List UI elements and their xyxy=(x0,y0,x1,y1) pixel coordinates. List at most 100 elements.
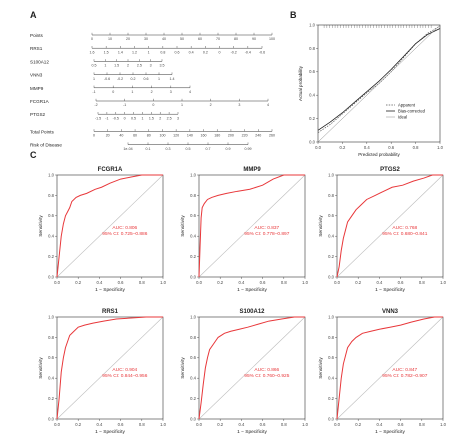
roc-title: RRS1 xyxy=(102,309,119,315)
roc-frame xyxy=(198,174,306,278)
roc-x-tick-label: 0.6 xyxy=(260,422,266,427)
roc-x-tick-label: 0.8 xyxy=(139,422,145,427)
roc-x-tick-label: 1.0 xyxy=(440,422,446,427)
roc-title: S100A12 xyxy=(239,309,265,315)
nomogram-tick-label: 40 xyxy=(119,134,123,138)
nomogram-row-label: MMP9 xyxy=(30,86,44,91)
roc-reference-diagonal xyxy=(336,174,444,278)
roc-x-tick-label: 0.4 xyxy=(238,422,244,427)
roc-frame xyxy=(336,174,444,278)
nomogram-tick-label: 70 xyxy=(216,37,220,41)
nomogram-tick-label: 0.2 xyxy=(131,77,136,81)
calibration-x-tick-label: 0.4 xyxy=(364,145,370,150)
nomogram-tick-label: 0.99 xyxy=(245,147,252,151)
roc-x-tick-label: 0.0 xyxy=(196,280,202,285)
nomogram-tick-label: 80 xyxy=(234,37,238,41)
calibration-y-tick-label: 0.0 xyxy=(309,139,315,144)
roc-reference-diagonal xyxy=(198,316,306,420)
nomogram-row-label: VNN3 xyxy=(30,73,43,78)
nomogram-tick-label: 0.6 xyxy=(144,77,149,81)
roc-y-tick-label: 1.0 xyxy=(328,314,334,319)
calibration-x-tick-label: 0.0 xyxy=(315,145,321,150)
nomogram-tick-label: -0.4 xyxy=(245,50,251,54)
nomogram-tick-label: 0.1 xyxy=(146,147,151,151)
calibration-y-tick-label: 0.6 xyxy=(309,69,315,74)
roc-x-tick-label: 1.0 xyxy=(160,280,166,285)
nomogram-tick-label: 3 xyxy=(150,64,152,68)
nomogram-tick-label: 1.5 xyxy=(104,50,109,54)
roc-y-tick-label: 0.4 xyxy=(328,234,334,239)
roc-x-tick-label: 0.0 xyxy=(334,280,340,285)
roc-x-tick-label: 0.6 xyxy=(260,280,266,285)
roc-y-axis-label: Sensitivity xyxy=(318,215,324,237)
calibration-x-tick-label: 1.0 xyxy=(437,145,443,150)
nomogram-tick-label: 50 xyxy=(180,37,184,41)
calibration-plot: 0.0 0.2 0.4 0.6 0.8 1.0 0.0 0.2 0.4 0.6 0.8 1.0 Pred… xyxy=(298,22,444,157)
roc-chart-rrs1: RRS1 0.00.0 0.2 0.2 0.4 0.4 0.6 0.6 0.8 0.8 1.0 1.0… xyxy=(38,309,167,435)
roc-y-tick-label: 0.0 xyxy=(328,274,334,279)
roc-x-tick-label: 1.0 xyxy=(440,280,446,285)
calibration-legend-label: Bias-corrected xyxy=(398,109,426,114)
roc-panel-grid: FCGR1A0.00.00.20.20.40.40.60.60.80.81.01… xyxy=(38,167,447,435)
nomogram-tick-label: 4 xyxy=(189,90,191,94)
roc-y-axis-label: Sensitivity xyxy=(38,215,44,237)
nomogram-tick-label: 60 xyxy=(198,37,202,41)
roc-title: MMP9 xyxy=(243,167,261,173)
roc-auc-label: AUC: 0.768 xyxy=(392,225,417,231)
roc-x-axis-label: 1 − Specificity xyxy=(95,287,125,293)
nomogram-tick-label: 10 xyxy=(108,37,112,41)
roc-x-tick-label: 0.2 xyxy=(355,280,361,285)
nomogram-tick-label: 240 xyxy=(255,134,261,138)
nomogram-tick-label: -1 xyxy=(92,90,95,94)
roc-y-tick-label: 0.4 xyxy=(328,376,334,381)
roc-x-axis-label: 1 − Specificity xyxy=(375,287,405,293)
nomogram-tick-label: 2 xyxy=(151,90,153,94)
roc-x-tick-label: 0.4 xyxy=(238,280,244,285)
nomogram-tick-label: 1.6 xyxy=(90,50,95,54)
roc-y-tick-label: 0.2 xyxy=(48,254,54,259)
roc-x-tick-label: 0.4 xyxy=(376,422,382,427)
roc-y-tick-label: 0.6 xyxy=(328,355,334,360)
roc-chart-vnn3: VNN3 0.00.0 0.2 0.2 0.4 0.4 0.6 0.6 0.8 0.8 1.0 1.0… xyxy=(318,309,447,435)
nomogram-tick-label: -0.6 xyxy=(259,50,265,54)
roc-y-tick-label: 0.2 xyxy=(328,396,334,401)
roc-y-tick-label: 0.8 xyxy=(48,193,54,198)
nomogram-tick-label: -2 xyxy=(94,103,97,107)
calibration-series-line xyxy=(317,25,441,133)
nomogram-tick-label: -1 xyxy=(123,103,126,107)
roc-x-tick-label: 0.8 xyxy=(419,280,425,285)
roc-y-tick-label: 0.6 xyxy=(48,355,54,360)
roc-y-tick-label: 1.0 xyxy=(48,172,54,177)
nomogram-tick-label: 1e-04 xyxy=(123,147,132,151)
roc-y-tick-label: 0.2 xyxy=(48,396,54,401)
roc-ci-label: 95% CI: 0.778–0.897 xyxy=(244,231,289,237)
calibration-x-tick-label: 0.8 xyxy=(413,145,419,150)
roc-y-axis-label: Sensitivity xyxy=(180,357,186,379)
roc-y-tick-label: 0.2 xyxy=(190,254,196,259)
roc-curve xyxy=(198,174,305,278)
roc-ci-label: 95% CI: 0.782–0.907 xyxy=(382,373,427,379)
roc-y-tick-label: 0.6 xyxy=(190,213,196,218)
roc-x-tick-label: 0.8 xyxy=(139,280,145,285)
roc-y-tick-label: 0.0 xyxy=(328,416,334,421)
nomogram-tick-label: 220 xyxy=(242,134,248,138)
roc-chart-fcgr1a: FCGR1A 0.00.0 0.2 0.2 0.4 0.4 0.6 0.6 0.8 0.8 1.0 1… xyxy=(38,167,167,293)
roc-x-tick-label: 0.0 xyxy=(54,422,60,427)
nomogram-row-label: Risk of Disease xyxy=(30,143,62,148)
roc-x-tick-label: 1.0 xyxy=(302,422,308,427)
calibration-x-tick-label: 0.6 xyxy=(388,145,394,150)
nomogram-tick-label: 1 xyxy=(104,64,106,68)
nomogram-tick-label: 0.7 xyxy=(206,147,211,151)
nomogram-tick-label: 1 xyxy=(181,103,183,107)
nomogram-tick-label: 3 xyxy=(238,103,240,107)
roc-y-tick-label: 0.2 xyxy=(328,254,334,259)
roc-ci-label: 95% CI: 0.725–0.886 xyxy=(102,231,147,237)
roc-auc-label: AUC: 0.866 xyxy=(254,367,279,373)
roc-x-tick-label: 0.2 xyxy=(217,422,223,427)
calibration-x-tick-label: 0.2 xyxy=(339,145,345,150)
roc-reference-diagonal xyxy=(336,316,444,420)
roc-y-tick-label: 0.8 xyxy=(190,335,196,340)
roc-x-tick-label: 0.8 xyxy=(281,280,287,285)
nomogram-tick-label: 0.6 xyxy=(175,50,180,54)
